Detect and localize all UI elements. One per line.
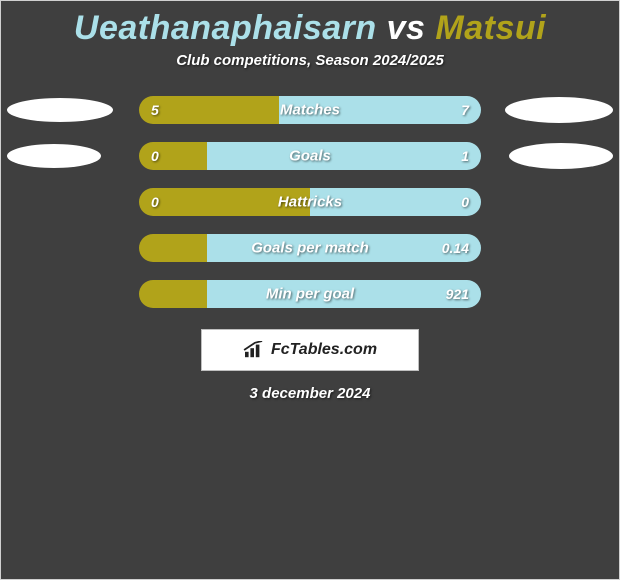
stat-row: 5 Matches 7 [1,87,619,133]
bar-left-segment [139,234,207,262]
bar-left-segment [139,280,207,308]
stat-row: 0 Hattricks 0 [1,179,619,225]
chart-icon [243,341,265,359]
bar-right-segment [207,142,481,170]
stat-label: Matches [280,102,340,119]
stats-rows: 5 Matches 7 0 Goals 1 0 Hattricks [1,87,619,317]
ellipse-shape [7,98,113,122]
comparison-card: Ueathanaphaisarn vs Matsui Club competit… [0,0,620,580]
stat-row: Goals per match 0.14 [1,225,619,271]
stat-label: Goals [289,148,331,165]
subtitle: Club competitions, Season 2024/2025 [1,52,619,87]
title: Ueathanaphaisarn vs Matsui [1,1,619,52]
stat-row: Min per goal 921 [1,271,619,317]
stat-left-value: 5 [151,102,159,118]
bar-left-segment [139,96,279,124]
bar-left-segment [139,142,207,170]
ellipse-shape [505,97,613,123]
stat-row: 0 Goals 1 [1,133,619,179]
stat-right-value: 921 [446,286,469,302]
stat-bar: Min per goal 921 [139,280,481,308]
vs-text: vs [387,9,426,47]
stat-right-value: 0 [461,194,469,210]
logo-box[interactable]: FcTables.com [201,329,419,371]
stat-label: Hattricks [278,194,342,211]
player2-name: Matsui [435,9,546,47]
stat-label: Goals per match [251,240,369,257]
stat-bar: Goals per match 0.14 [139,234,481,262]
date-text: 3 december 2024 [1,385,619,402]
stat-bar: 0 Goals 1 [139,142,481,170]
stat-left-value: 0 [151,148,159,164]
ellipse-shape [509,143,613,169]
stat-left-value: 0 [151,194,159,210]
stat-bar: 5 Matches 7 [139,96,481,124]
ellipse-shape [7,144,101,168]
stat-bar: 0 Hattricks 0 [139,188,481,216]
stat-right-value: 1 [461,148,469,164]
stat-right-value: 7 [461,102,469,118]
stat-label: Min per goal [266,286,354,303]
stat-right-value: 0.14 [442,240,469,256]
logo-text: FcTables.com [271,341,377,359]
player1-name: Ueathanaphaisarn [74,9,377,47]
